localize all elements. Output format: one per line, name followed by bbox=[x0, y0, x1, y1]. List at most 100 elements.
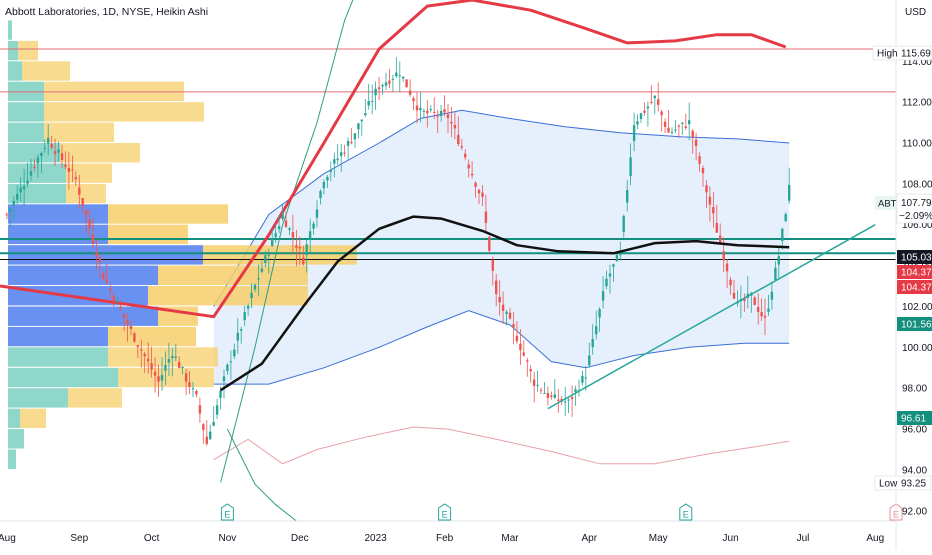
candle[interactable] bbox=[308, 218, 312, 253]
candle[interactable] bbox=[129, 321, 133, 336]
candle[interactable] bbox=[326, 175, 329, 188]
candle[interactable] bbox=[226, 363, 229, 375]
candle[interactable] bbox=[532, 371, 536, 403]
candle[interactable] bbox=[715, 204, 718, 233]
candle[interactable] bbox=[663, 118, 667, 133]
upper-band-line[interactable] bbox=[0, 0, 787, 319]
candle[interactable] bbox=[567, 397, 570, 413]
candle[interactable] bbox=[470, 161, 474, 179]
candle[interactable] bbox=[174, 344, 177, 362]
candle[interactable] bbox=[74, 171, 77, 186]
candle[interactable] bbox=[753, 295, 756, 306]
candle[interactable] bbox=[119, 299, 122, 311]
candle[interactable] bbox=[636, 114, 639, 130]
candle[interactable] bbox=[67, 152, 71, 190]
candle[interactable] bbox=[615, 252, 619, 262]
candle[interactable] bbox=[460, 139, 463, 151]
candle[interactable] bbox=[591, 324, 594, 355]
candle[interactable] bbox=[153, 357, 157, 393]
candle[interactable] bbox=[550, 391, 553, 400]
candle[interactable] bbox=[29, 158, 33, 181]
candle[interactable] bbox=[774, 261, 777, 282]
candle[interactable] bbox=[639, 112, 643, 123]
candle[interactable] bbox=[71, 155, 74, 183]
candle[interactable] bbox=[694, 132, 698, 161]
lower-band-line[interactable] bbox=[213, 426, 790, 465]
candle[interactable] bbox=[367, 83, 370, 110]
candle[interactable] bbox=[705, 180, 708, 209]
candle[interactable] bbox=[498, 280, 501, 316]
candle[interactable] bbox=[381, 83, 384, 95]
candle[interactable] bbox=[50, 135, 53, 150]
candle[interactable] bbox=[181, 366, 184, 375]
candle[interactable] bbox=[112, 291, 115, 307]
candle[interactable] bbox=[684, 113, 687, 131]
candle[interactable] bbox=[446, 104, 450, 133]
candle[interactable] bbox=[164, 351, 167, 385]
candle[interactable] bbox=[512, 311, 515, 345]
candle[interactable] bbox=[491, 256, 494, 286]
candle[interactable] bbox=[374, 81, 377, 110]
candle[interactable] bbox=[288, 226, 291, 236]
candle[interactable] bbox=[33, 158, 36, 172]
channel-upper-line[interactable] bbox=[213, 109, 790, 307]
candle[interactable] bbox=[457, 116, 460, 147]
outer-band-line[interactable] bbox=[220, 0, 386, 483]
candle[interactable] bbox=[626, 180, 629, 212]
candle[interactable] bbox=[570, 385, 574, 417]
candle[interactable] bbox=[12, 195, 15, 220]
candle[interactable] bbox=[364, 99, 367, 117]
candle[interactable] bbox=[167, 342, 171, 376]
candle[interactable] bbox=[212, 406, 215, 427]
candle[interactable] bbox=[701, 165, 705, 187]
time-axis[interactable]: Aug Sep Oct Nov Dec 2023 Feb Mar Apr May Jun Jul Aug bbox=[0, 520, 896, 544]
support-trendline[interactable] bbox=[547, 224, 876, 410]
earnings-marker[interactable]: E bbox=[220, 503, 234, 521]
candle[interactable] bbox=[660, 109, 663, 132]
candle[interactable] bbox=[436, 109, 439, 133]
candle[interactable] bbox=[157, 364, 160, 397]
candle[interactable] bbox=[595, 310, 598, 340]
earnings-marker[interactable]: E bbox=[679, 503, 693, 521]
candle[interactable] bbox=[9, 207, 12, 228]
candle[interactable] bbox=[340, 143, 343, 172]
candle[interactable] bbox=[357, 122, 360, 139]
earnings-marker[interactable]: E bbox=[438, 503, 452, 521]
candle[interactable] bbox=[215, 398, 219, 419]
candle[interactable] bbox=[756, 293, 760, 325]
candle[interactable] bbox=[205, 420, 208, 446]
candle[interactable] bbox=[405, 79, 408, 88]
candle[interactable] bbox=[377, 76, 381, 100]
candles[interactable] bbox=[5, 57, 791, 446]
candle[interactable] bbox=[788, 167, 791, 204]
candle[interactable] bbox=[505, 310, 508, 326]
candle[interactable] bbox=[422, 108, 426, 118]
candle[interactable] bbox=[622, 214, 625, 238]
candle[interactable] bbox=[484, 194, 488, 233]
candle[interactable] bbox=[250, 283, 253, 308]
candle[interactable] bbox=[481, 185, 484, 206]
candle[interactable] bbox=[543, 382, 546, 394]
candle[interactable] bbox=[64, 151, 67, 170]
candle[interactable] bbox=[219, 386, 222, 410]
candle[interactable] bbox=[429, 104, 432, 113]
candle[interactable] bbox=[140, 339, 143, 368]
candle[interactable] bbox=[295, 229, 298, 267]
candle[interactable] bbox=[267, 248, 270, 274]
candle[interactable] bbox=[336, 144, 339, 165]
candle[interactable] bbox=[526, 357, 529, 377]
candle[interactable] bbox=[333, 152, 336, 178]
candle[interactable] bbox=[464, 149, 467, 161]
candle[interactable] bbox=[178, 356, 181, 369]
candle[interactable] bbox=[240, 326, 243, 344]
candle[interactable] bbox=[719, 223, 722, 245]
candle[interactable] bbox=[198, 397, 202, 423]
candle[interactable] bbox=[57, 141, 60, 162]
candle[interactable] bbox=[126, 313, 129, 342]
candle[interactable] bbox=[581, 370, 584, 386]
candle[interactable] bbox=[195, 389, 198, 398]
candle[interactable] bbox=[601, 276, 605, 309]
candle[interactable] bbox=[353, 133, 357, 148]
candle[interactable] bbox=[160, 357, 164, 391]
